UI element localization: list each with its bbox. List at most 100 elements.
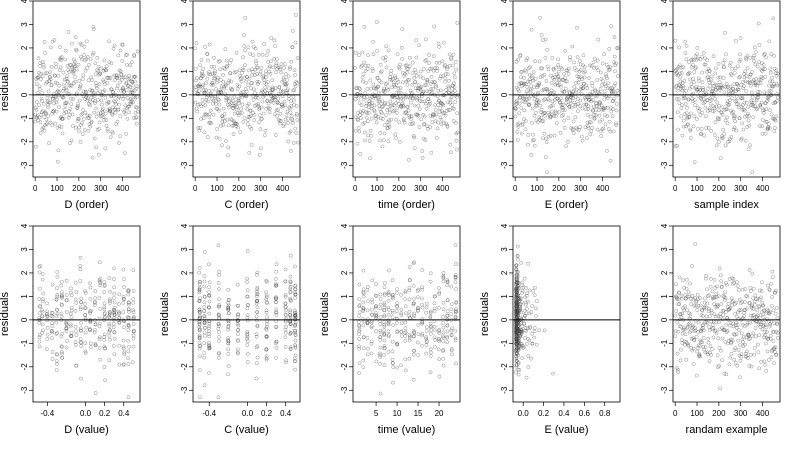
data-point <box>217 335 221 339</box>
data-point <box>288 282 293 287</box>
data-point <box>382 285 387 290</box>
data-point <box>683 39 688 44</box>
data-point <box>533 77 538 81</box>
data-point <box>386 298 391 303</box>
data-point <box>692 70 697 74</box>
data-point <box>712 108 717 113</box>
data-point <box>744 101 749 105</box>
data-point <box>102 307 107 312</box>
data-point <box>537 59 542 64</box>
data-point <box>254 58 258 63</box>
data-point <box>284 82 289 86</box>
data-point <box>744 89 748 93</box>
data-point <box>217 303 222 307</box>
data-point <box>359 63 364 68</box>
data-point <box>45 314 49 318</box>
data-point <box>54 368 59 372</box>
data-point <box>416 323 421 327</box>
data-point <box>68 324 73 329</box>
data-point <box>747 123 752 128</box>
data-point <box>434 60 439 65</box>
data-point <box>103 111 108 116</box>
data-point <box>293 126 298 131</box>
data-point <box>733 346 738 350</box>
data-point <box>70 41 74 46</box>
data-point <box>227 60 232 65</box>
data-point <box>66 30 71 34</box>
data-point <box>514 363 519 368</box>
data-point <box>206 99 210 104</box>
data-point <box>770 275 775 279</box>
data-point <box>108 289 112 294</box>
data-point <box>122 108 127 113</box>
data-point <box>686 343 691 348</box>
data-point <box>399 329 404 334</box>
data-point <box>257 107 262 112</box>
data-point <box>245 303 250 308</box>
data-point <box>259 65 264 70</box>
data-point <box>429 66 434 71</box>
data-point <box>363 63 368 68</box>
data-point <box>532 85 537 90</box>
data-point <box>684 357 688 362</box>
data-point <box>581 81 586 86</box>
data-point <box>380 116 385 121</box>
data-point <box>293 359 297 363</box>
data-point <box>708 101 713 106</box>
data-point <box>697 352 702 357</box>
data-point <box>398 62 403 67</box>
data-point <box>376 90 381 95</box>
data-point <box>580 77 585 81</box>
data-point <box>64 327 69 331</box>
data-point <box>217 269 222 274</box>
data-point <box>99 93 104 98</box>
data-point <box>526 365 531 369</box>
plot-frame <box>352 225 461 403</box>
data-point <box>681 96 686 101</box>
data-point <box>724 107 729 112</box>
data-point <box>294 13 298 17</box>
y-tick-label: 3 <box>340 247 349 252</box>
data-point <box>257 80 261 84</box>
data-point <box>207 280 212 285</box>
data-point <box>386 313 391 317</box>
data-point <box>255 305 260 310</box>
data-point <box>274 63 278 68</box>
data-point <box>753 334 758 339</box>
data-point <box>48 75 52 79</box>
data-point <box>251 53 256 58</box>
data-point <box>693 98 697 103</box>
data-point <box>281 104 285 109</box>
data-point <box>543 114 548 119</box>
data-point <box>558 77 562 82</box>
data-point <box>207 371 211 375</box>
x-tick-label: 15 <box>414 409 423 418</box>
data-point <box>563 86 568 91</box>
data-point <box>382 138 386 143</box>
data-point <box>764 369 769 373</box>
data-point <box>375 75 380 80</box>
data-point <box>108 310 112 315</box>
data-point <box>614 108 619 113</box>
data-point <box>203 45 207 49</box>
data-point <box>355 92 360 96</box>
data-point <box>733 361 738 365</box>
data-point <box>93 322 98 326</box>
data-point <box>702 100 707 105</box>
data-point <box>454 287 458 291</box>
data-point <box>59 311 64 316</box>
data-point <box>40 74 45 79</box>
data-point <box>79 112 84 117</box>
data-point <box>121 300 126 305</box>
data-point <box>353 50 358 55</box>
data-point <box>107 60 112 65</box>
data-point <box>428 310 433 315</box>
data-point <box>532 335 537 340</box>
data-point <box>40 314 45 319</box>
data-point <box>83 306 88 310</box>
data-point <box>700 308 705 313</box>
data-point <box>121 294 126 299</box>
data-point <box>758 81 763 85</box>
data-point <box>114 73 119 78</box>
data-point <box>742 84 746 88</box>
